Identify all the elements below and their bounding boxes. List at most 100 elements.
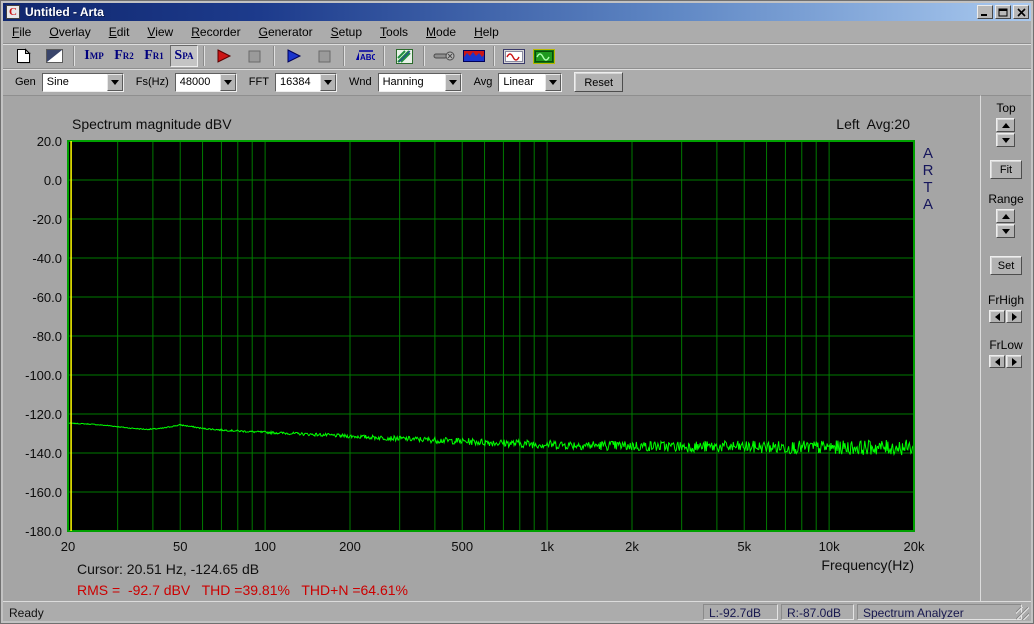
toolbar-separator (493, 46, 495, 66)
toolbar-separator (343, 46, 345, 66)
down-arrow-icon (1001, 228, 1010, 234)
menu-item-view[interactable]: View (147, 25, 174, 39)
top-down-button[interactable] (996, 133, 1015, 147)
dropdown-arrow-icon[interactable] (319, 73, 336, 91)
menu-item-help[interactable]: Help (474, 25, 499, 39)
record-button[interactable] (210, 45, 238, 67)
y-tick-label: -100.0 (25, 368, 62, 383)
maximize-button[interactable] (995, 5, 1011, 19)
fft-label: FFT (248, 76, 269, 88)
scale-button[interactable] (40, 45, 68, 67)
fft-size-value: 16384 (279, 75, 311, 88)
status-text: Ready (9, 606, 44, 620)
frhigh-label: FrHigh (987, 293, 1024, 307)
chart-title: Spectrum magnitude dBV (72, 116, 232, 132)
gen-label: Gen (15, 76, 36, 88)
play-button[interactable] (280, 45, 308, 67)
plot-border (67, 140, 915, 532)
fs-label: Fs(Hz) (135, 76, 169, 88)
toolbar-separator (73, 46, 75, 66)
x-tick-label: 2k (625, 539, 639, 554)
spectrum-plot[interactable]: 20.0 0.0 -20.0 -40.0 -60.0 -80.0 -100.0 -120.0 -… (3, 96, 980, 603)
fit-button[interactable]: Fit (990, 160, 1022, 179)
generator-setup-button[interactable] (530, 45, 558, 67)
abc-label-icon: ABC (356, 50, 375, 62)
record-stop-button[interactable] (240, 45, 268, 67)
frhigh-left-button[interactable] (989, 310, 1005, 323)
frlow-label: FrLow (989, 338, 1023, 352)
labels-button[interactable]: ABC (350, 45, 378, 67)
right-arrow-icon (1011, 312, 1017, 321)
window-function-select[interactable]: Hanning (377, 72, 462, 92)
range-up-button[interactable] (996, 209, 1015, 223)
frlow-left-button[interactable] (989, 355, 1005, 368)
menu-item-overlay[interactable]: Overlay (49, 25, 91, 39)
frequency-response-2ch-button[interactable]: FR2 (110, 45, 138, 67)
top-label: Top (996, 101, 1016, 115)
range-label: Range (988, 192, 1024, 206)
new-file-icon (17, 47, 31, 64)
generator-icon (533, 48, 555, 64)
y-tick-label: -180.0 (25, 524, 62, 539)
right-arrow-icon (1011, 357, 1017, 366)
close-icon (1016, 7, 1026, 17)
menu-item-generator[interactable]: Generator (258, 25, 313, 39)
spectrum-analyzer-button[interactable]: SPA (170, 45, 198, 67)
up-arrow-icon (1001, 213, 1010, 219)
dropdown-arrow-icon[interactable] (444, 73, 461, 91)
frlow-right-button[interactable] (1006, 355, 1022, 368)
generator-type-select[interactable]: Sine (41, 72, 124, 92)
dropdown-arrow-icon[interactable] (219, 73, 236, 91)
dropdown-arrow-icon[interactable] (106, 73, 123, 91)
minimize-button[interactable] (977, 5, 993, 19)
range-down-button[interactable] (996, 224, 1015, 238)
menu-item-tools[interactable]: Tools (380, 25, 409, 39)
microphone-button[interactable] (430, 45, 458, 67)
new-file-button[interactable] (10, 45, 38, 67)
stop-icon (248, 50, 260, 62)
up-arrow-icon (1001, 122, 1010, 128)
frequency-response-1ch-button[interactable]: FR1 (140, 45, 168, 67)
channel-average-info: Left Avg:20 (836, 116, 910, 132)
microphone-icon (433, 51, 455, 61)
signal-window-button[interactable] (500, 45, 528, 67)
y-tick-label: -40.0 (32, 251, 62, 266)
averaging-value: Linear (503, 75, 534, 88)
toolbar-separator (203, 46, 205, 66)
top-up-button[interactable] (996, 118, 1015, 132)
fft-size-select[interactable]: 16384 (274, 72, 337, 92)
y-tick-label: 0.0 (44, 173, 62, 188)
half-fill-scale-icon (45, 49, 63, 63)
menu-item-recorder[interactable]: Recorder (191, 25, 241, 39)
dropdown-arrow-icon[interactable] (545, 73, 562, 91)
toolbar: IMP FR2 FR1 SPA ABC (3, 43, 1031, 68)
averaging-select[interactable]: Linear (498, 72, 563, 92)
menu-item-mode[interactable]: Mode (426, 25, 457, 39)
menu-bar: File Overlay Edit View Recorder Generator Setu… (3, 21, 1031, 43)
x-axis-label: Frequency(Hz) (821, 557, 914, 573)
resize-grip[interactable] (1016, 607, 1029, 620)
sampling-rate-select[interactable]: 48000 (174, 72, 237, 92)
menu-item-file[interactable]: File (12, 25, 32, 39)
y-tick-label: -160.0 (25, 485, 62, 500)
spectrum-view-button[interactable] (460, 45, 488, 67)
y-tick-label: -140.0 (25, 446, 62, 461)
menu-item-edit[interactable]: Edit (108, 25, 130, 39)
maximize-icon (998, 8, 1008, 16)
set-button[interactable]: Set (990, 256, 1022, 275)
title-bar[interactable]: C Untitled - Arta (3, 3, 1031, 21)
reset-button[interactable]: Reset (574, 72, 624, 92)
sine-window-icon (503, 48, 525, 64)
play-stop-button[interactable] (310, 45, 338, 67)
minimize-icon (981, 13, 987, 16)
overlay-scale-button[interactable] (390, 45, 418, 67)
frhigh-right-button[interactable] (1006, 310, 1022, 323)
frequency-response-2ch-button-label: FR2 (114, 48, 134, 63)
x-tick-label: 20 (61, 539, 75, 554)
impulse-response-button[interactable]: IMP (80, 45, 108, 67)
toolbar-separator (273, 46, 275, 66)
close-button[interactable] (1013, 5, 1029, 19)
menu-item-setup[interactable]: Setup (330, 25, 363, 39)
left-level-panel: L:-92.7dB (703, 604, 778, 620)
